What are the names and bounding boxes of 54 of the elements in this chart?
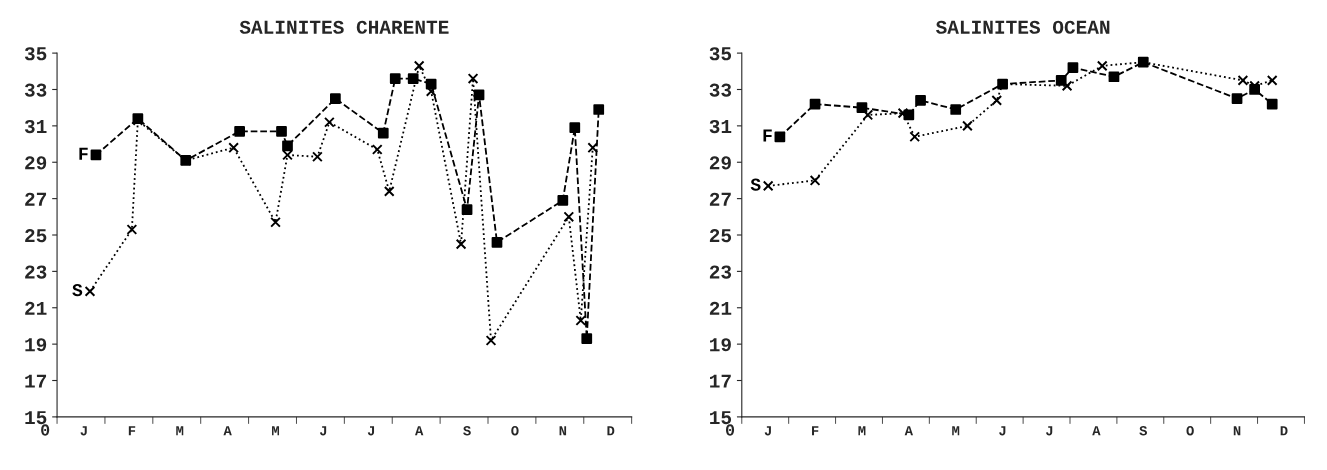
x-tick-label: N bbox=[559, 426, 567, 436]
x-tick-label: A bbox=[1092, 426, 1101, 436]
text: 0 bbox=[725, 424, 735, 436]
y-tick-label: 23 bbox=[25, 265, 47, 279]
y-tick-label: 33 bbox=[24, 83, 47, 97]
x-tick-label: A bbox=[904, 426, 913, 436]
y-tick-label: 29 bbox=[709, 156, 731, 170]
series-label: S bbox=[750, 178, 761, 191]
y-tick-label: 17 bbox=[25, 374, 47, 388]
x-tick-label: D bbox=[1280, 426, 1288, 436]
x-tick-label: M bbox=[952, 426, 960, 436]
y-tick-label: 23 bbox=[709, 265, 732, 279]
y-tick-label: 29 bbox=[25, 156, 47, 170]
y-tick-label: 21 bbox=[709, 301, 732, 315]
y-tick-label: 19 bbox=[710, 338, 731, 352]
y-tick-label: 31 bbox=[24, 119, 47, 134]
x-tick-label: M bbox=[272, 426, 280, 436]
x-tick-label: J bbox=[1046, 426, 1053, 436]
x-tick-label: M bbox=[176, 426, 184, 436]
x-tick-label: O bbox=[1186, 426, 1194, 436]
x-tick-label: A bbox=[415, 426, 424, 436]
x-tick-label: F bbox=[812, 426, 819, 436]
y-tick-label: 33 bbox=[709, 83, 732, 97]
text: 0 bbox=[41, 424, 50, 436]
x-tick-label: M bbox=[858, 426, 866, 436]
chart-title: SALINITES OCEAN bbox=[935, 20, 1110, 34]
x-tick-label: A bbox=[223, 426, 232, 436]
chart-title: SALINITES CHARENTE bbox=[239, 20, 449, 34]
y-tick-label: 35 bbox=[709, 47, 732, 61]
x-tick-label: O bbox=[511, 426, 519, 436]
x-tick-label: J bbox=[764, 426, 771, 436]
x-tick-label: D bbox=[607, 426, 615, 436]
x-tick-label: J bbox=[999, 426, 1006, 436]
y-tick-label: 25 bbox=[709, 229, 732, 243]
y-tick-label: 17 bbox=[710, 374, 731, 388]
y-tick-label: 21 bbox=[25, 301, 47, 315]
y-tick-label: 27 bbox=[25, 192, 47, 206]
y-tick-label: 19 bbox=[25, 338, 47, 352]
x-tick-label: S bbox=[463, 426, 471, 436]
series-label: F bbox=[79, 147, 88, 160]
y-tick-label: 31 bbox=[709, 119, 732, 134]
x-tick-label: J bbox=[367, 426, 375, 436]
series-label: F bbox=[763, 129, 772, 142]
x-tick-label: N bbox=[1233, 426, 1241, 436]
y-tick-label: 15 bbox=[710, 411, 732, 425]
y-tick-label: 15 bbox=[25, 411, 47, 425]
y-tick-label: 35 bbox=[24, 47, 47, 61]
x-tick-label: S bbox=[1139, 426, 1147, 436]
x-tick-label: J bbox=[319, 426, 327, 436]
y-tick-label: 27 bbox=[709, 192, 731, 206]
x-tick-label: J bbox=[80, 426, 87, 436]
y-tick-label: 25 bbox=[25, 229, 47, 243]
x-tick-label: F bbox=[128, 426, 136, 436]
series-label: S bbox=[72, 283, 83, 297]
